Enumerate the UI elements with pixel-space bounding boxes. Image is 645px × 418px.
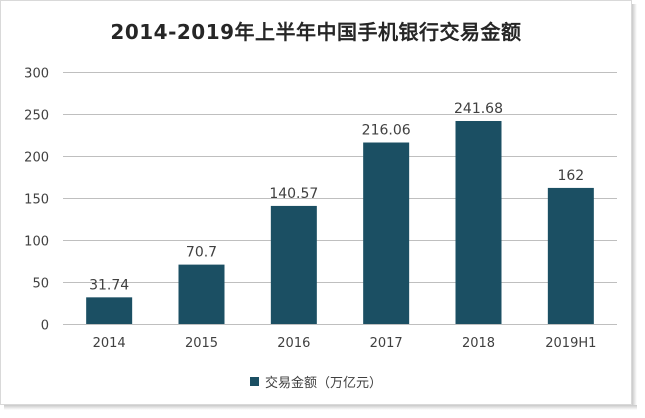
data-label: 31.74 [89, 277, 129, 293]
data-label: 70.7 [186, 245, 217, 261]
legend: 交易金额（万亿元） [0, 372, 632, 391]
legend-swatch [249, 377, 259, 386]
bar [270, 205, 317, 324]
chart-plot: 0 50 100 150 200 250 300 31.74 2014 70.7 2015 140.5… [24, 67, 617, 351]
x-tick-label: 2019H1 [545, 336, 596, 351]
y-tick-label: 300 [24, 67, 49, 82]
bar [178, 264, 225, 324]
data-label: 216.06 [362, 123, 411, 139]
x-tick-label: 2015 [185, 336, 218, 351]
x-tick-label: 2016 [277, 336, 310, 351]
bar [547, 187, 594, 324]
frame-shadow-right [632, 4, 637, 410]
x-tick-label: 2017 [370, 336, 403, 351]
bar [363, 142, 410, 324]
data-label: 162 [557, 168, 584, 184]
chart-frame [0, 0, 632, 405]
y-tick-label: 250 [24, 109, 49, 124]
frame-shadow-bottom [4, 405, 637, 410]
bar [86, 297, 133, 324]
chart-title: 2014-2019年上半年中国手机银行交易金额 [110, 20, 522, 44]
x-tick-label: 2018 [462, 336, 495, 351]
y-tick-label: 50 [32, 277, 49, 292]
data-label: 241.68 [454, 101, 503, 117]
y-tick-label: 100 [24, 235, 49, 250]
x-tick-label: 2014 [93, 336, 126, 351]
y-tick-label: 0 [41, 319, 49, 334]
y-tick-label: 200 [24, 151, 49, 166]
y-tick-label: 150 [24, 193, 49, 208]
legend-label: 交易金额（万亿元） [264, 376, 382, 391]
bar [455, 120, 502, 324]
data-label: 140.57 [269, 186, 318, 202]
